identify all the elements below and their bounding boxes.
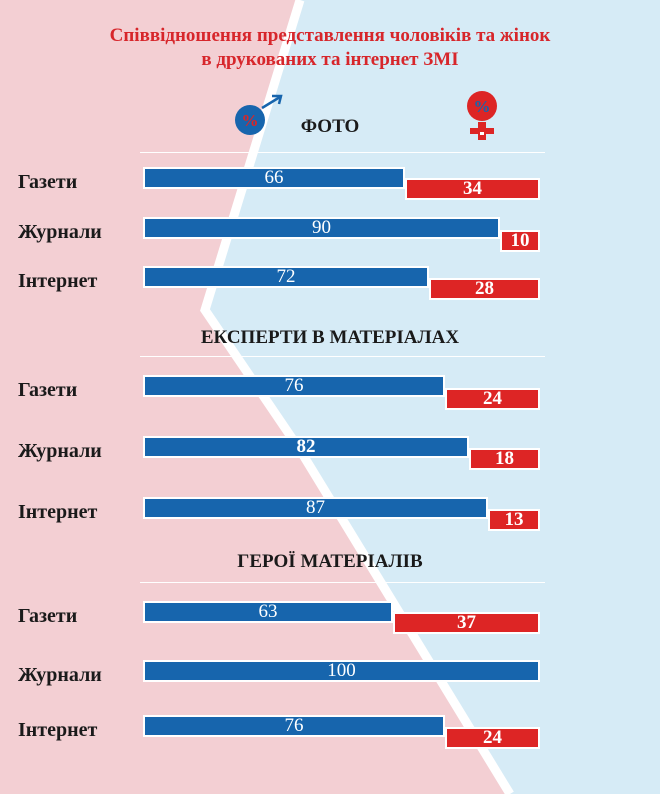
row-label: Журнали bbox=[18, 440, 102, 462]
section-title: ЕКСПЕРТИ В МАТЕРІАЛАХ bbox=[200, 327, 460, 348]
bar-female: 24 bbox=[445, 388, 540, 410]
bar-male: 72 bbox=[143, 266, 429, 288]
section-divider bbox=[140, 582, 545, 583]
bar-male: 63 bbox=[143, 601, 393, 623]
bar-female: 10 bbox=[500, 230, 540, 252]
row-label: Газети bbox=[18, 605, 78, 627]
female-percent-icon: % bbox=[467, 91, 497, 140]
section-divider bbox=[140, 356, 545, 357]
svg-text:%: % bbox=[242, 111, 259, 130]
bar-male: 90 bbox=[143, 217, 500, 239]
section-title: ГЕРОЇ МАТЕРІАЛІВ bbox=[237, 551, 423, 572]
bar-male: 66 bbox=[143, 167, 405, 189]
bar-female: 24 bbox=[445, 727, 540, 749]
bar-male: 76 bbox=[143, 375, 445, 397]
male-percent-icon: % bbox=[235, 94, 283, 135]
svg-text:%: % bbox=[474, 97, 491, 116]
row-label: Інтернет bbox=[18, 270, 98, 292]
row-label: Журнали bbox=[18, 664, 102, 686]
bar-female: 18 bbox=[469, 448, 540, 470]
chart-title: Співвідношення представлення чоловіків т… bbox=[0, 24, 660, 72]
row-label: Журнали bbox=[18, 221, 102, 243]
bar-female: 13 bbox=[488, 509, 540, 531]
bar-male: 100 bbox=[143, 660, 540, 682]
bar-female: 34 bbox=[405, 178, 540, 200]
chart-title-line2: в друкованих та інтернет ЗМІ bbox=[201, 49, 459, 70]
bar-female: 28 bbox=[429, 278, 540, 300]
bar-female: 37 bbox=[393, 612, 540, 634]
section-title: ФОТО bbox=[300, 116, 360, 137]
row-label: Інтернет bbox=[18, 501, 98, 523]
bar-male: 76 bbox=[143, 715, 445, 737]
bar-male: 87 bbox=[143, 497, 488, 519]
background-right bbox=[205, 0, 660, 794]
bar-male: 82 bbox=[143, 436, 469, 458]
row-label: Інтернет bbox=[18, 719, 98, 741]
row-label: Газети bbox=[18, 171, 78, 193]
section-divider bbox=[140, 152, 545, 153]
chart-title-line1: Співвідношення представлення чоловіків т… bbox=[109, 25, 551, 46]
row-label: Газети bbox=[18, 379, 78, 401]
